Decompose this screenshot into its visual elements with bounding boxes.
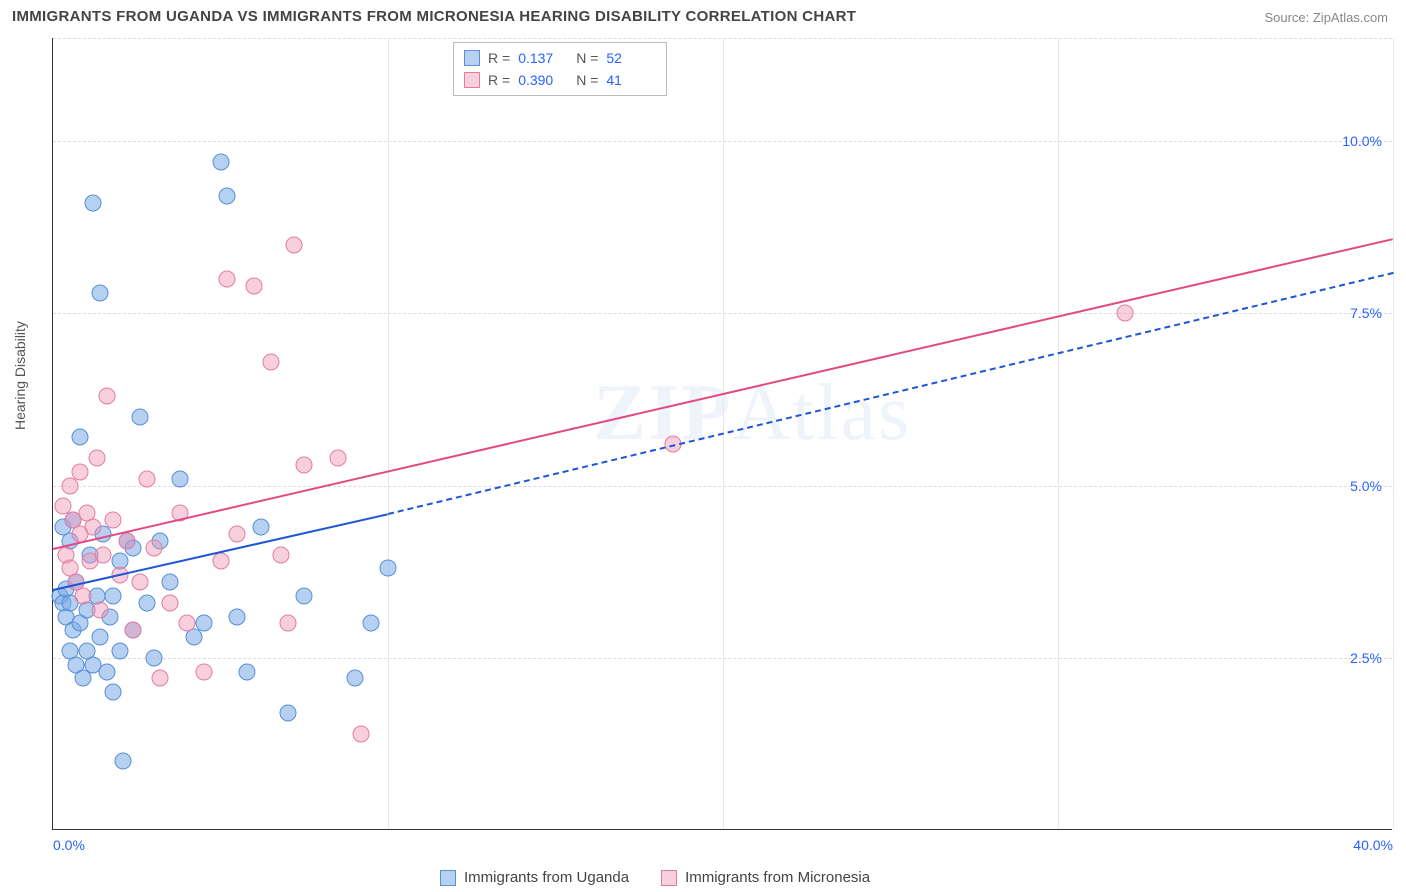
scatter-point-micronesia	[132, 574, 149, 591]
scatter-point-uganda	[219, 188, 236, 205]
scatter-point-micronesia	[85, 518, 102, 535]
scatter-point-uganda	[252, 518, 269, 535]
scatter-point-micronesia	[71, 463, 88, 480]
scatter-point-uganda	[162, 574, 179, 591]
scatter-point-micronesia	[95, 546, 112, 563]
y-tick-label: 2.5%	[1350, 650, 1382, 666]
chart-source: Source: ZipAtlas.com	[1264, 10, 1388, 25]
scatter-point-micronesia	[1117, 305, 1134, 322]
scatter-point-uganda	[279, 704, 296, 721]
y-tick-label: 10.0%	[1342, 133, 1382, 149]
scatter-point-micronesia	[105, 512, 122, 529]
scatter-point-micronesia	[329, 450, 346, 467]
legend-r-label: R =	[488, 47, 510, 69]
scatter-point-uganda	[85, 195, 102, 212]
legend-n-label: N =	[576, 47, 598, 69]
scatter-point-micronesia	[152, 670, 169, 687]
scatter-point-micronesia	[98, 388, 115, 405]
gridline-v	[388, 38, 389, 829]
scatter-point-uganda	[71, 429, 88, 446]
legend-r-value: 0.137	[518, 47, 568, 69]
legend-n-value: 52	[606, 47, 656, 69]
scatter-point-micronesia	[91, 601, 108, 618]
scatter-point-micronesia	[162, 594, 179, 611]
scatter-point-micronesia	[88, 450, 105, 467]
series-legend: Immigrants from Uganda Immigrants from Mi…	[440, 869, 870, 886]
gridline-v	[1058, 38, 1059, 829]
y-tick-label: 5.0%	[1350, 478, 1382, 494]
legend-swatch	[464, 50, 480, 66]
gridline-v	[1393, 38, 1394, 829]
scatter-point-uganda	[346, 670, 363, 687]
scatter-point-uganda	[229, 608, 246, 625]
scatter-point-uganda	[132, 408, 149, 425]
scatter-point-uganda	[145, 649, 162, 666]
scatter-point-uganda	[115, 753, 132, 770]
scatter-point-micronesia	[246, 277, 263, 294]
stats-legend-row: R = 0.137 N = 52	[464, 47, 656, 69]
stats-legend-row: R = 0.390 N = 41	[464, 69, 656, 91]
scatter-point-micronesia	[125, 622, 142, 639]
legend-n-label: N =	[576, 69, 598, 91]
legend-swatch	[661, 870, 677, 886]
scatter-point-micronesia	[272, 546, 289, 563]
trendline-uganda-extrapolated	[388, 272, 1393, 515]
scatter-point-micronesia	[296, 456, 313, 473]
scatter-point-micronesia	[353, 725, 370, 742]
legend-swatch	[464, 72, 480, 88]
scatter-point-uganda	[296, 587, 313, 604]
legend-n-value: 41	[606, 69, 656, 91]
scatter-point-micronesia	[212, 553, 229, 570]
scatter-point-micronesia	[118, 532, 135, 549]
scatter-point-uganda	[98, 663, 115, 680]
scatter-point-uganda	[105, 684, 122, 701]
y-tick-label: 7.5%	[1350, 305, 1382, 321]
stats-legend: R = 0.137 N = 52 R = 0.390 N = 41	[453, 42, 667, 96]
series-legend-item: Immigrants from Micronesia	[661, 869, 870, 886]
scatter-point-micronesia	[179, 615, 196, 632]
scatter-point-micronesia	[195, 663, 212, 680]
y-axis-label: Hearing Disability	[12, 321, 28, 430]
x-tick-label: 0.0%	[53, 837, 85, 853]
series-legend-label: Immigrants from Uganda	[464, 869, 629, 886]
scatter-point-uganda	[105, 587, 122, 604]
scatter-point-uganda	[239, 663, 256, 680]
scatter-point-uganda	[363, 615, 380, 632]
scatter-point-uganda	[112, 642, 129, 659]
legend-r-value: 0.390	[518, 69, 568, 91]
legend-swatch	[440, 870, 456, 886]
scatter-point-micronesia	[286, 236, 303, 253]
scatter-point-micronesia	[279, 615, 296, 632]
scatter-point-uganda	[195, 615, 212, 632]
scatter-point-micronesia	[145, 539, 162, 556]
scatter-point-micronesia	[138, 470, 155, 487]
scatter-point-uganda	[91, 284, 108, 301]
scatter-point-uganda	[212, 153, 229, 170]
scatter-point-uganda	[380, 560, 397, 577]
scatter-point-micronesia	[262, 353, 279, 370]
x-tick-label: 40.0%	[1353, 837, 1393, 853]
scatter-point-micronesia	[229, 525, 246, 542]
scatter-point-uganda	[91, 629, 108, 646]
scatter-point-micronesia	[75, 587, 92, 604]
scatter-plot-area: ZIPAtlas R =0.137N =52R =0.390N =41 2.5%…	[52, 38, 1392, 830]
legend-r-label: R =	[488, 69, 510, 91]
scatter-point-uganda	[138, 594, 155, 611]
series-legend-label: Immigrants from Micronesia	[685, 869, 870, 886]
chart-title: IMMIGRANTS FROM UGANDA VS IMMIGRANTS FRO…	[12, 8, 856, 25]
scatter-point-micronesia	[219, 271, 236, 288]
series-legend-item: Immigrants from Uganda	[440, 869, 629, 886]
scatter-point-uganda	[172, 470, 189, 487]
